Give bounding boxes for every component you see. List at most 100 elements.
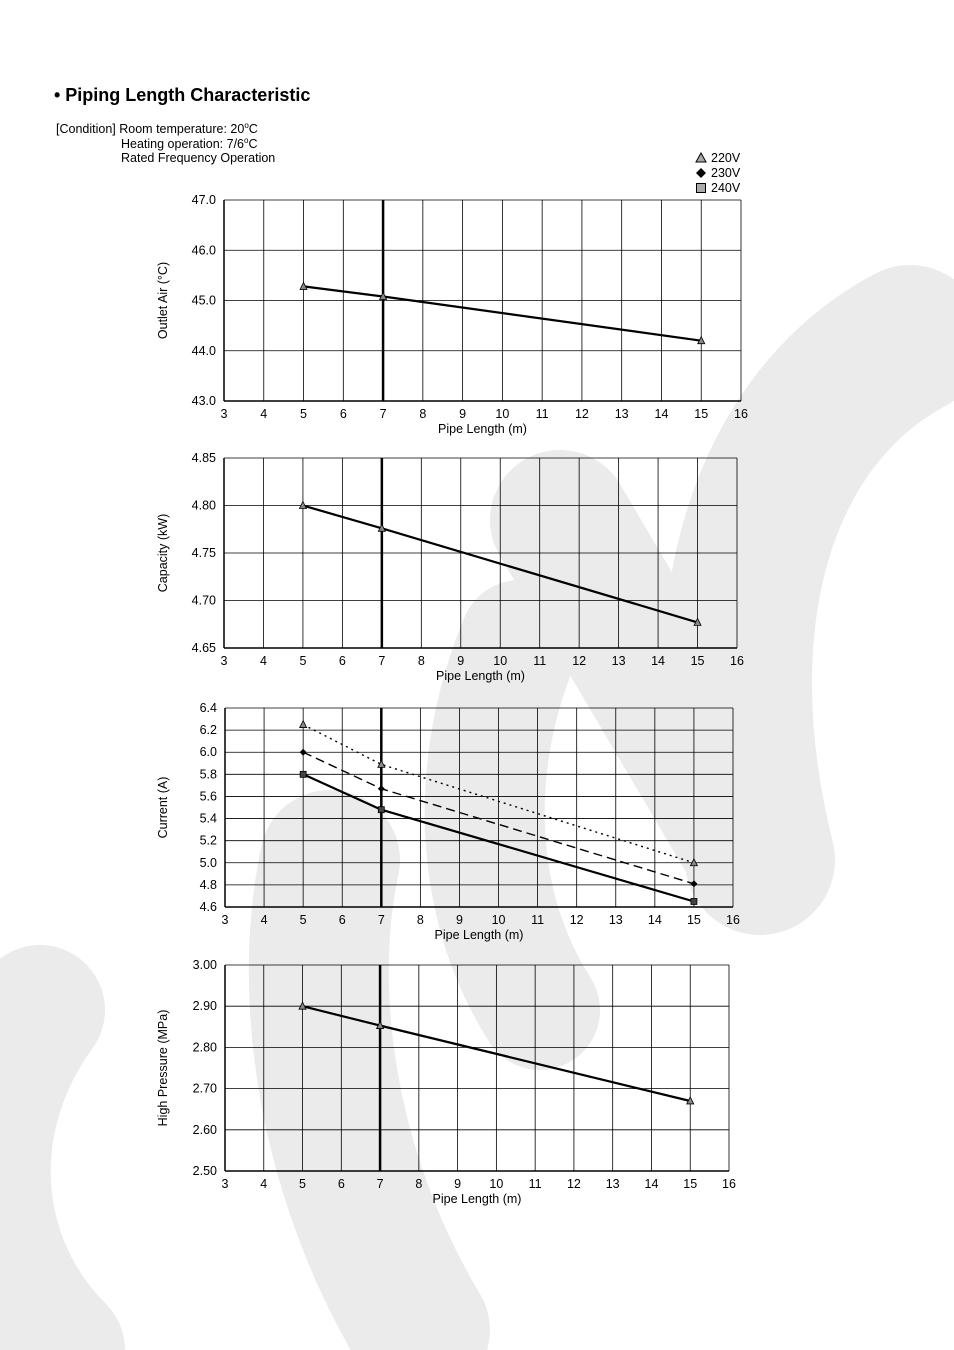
degree-unit: C [248,122,258,137]
x-tick-label: 11 [529,1177,542,1191]
y-tick-label: 43.0 [192,394,216,408]
y-tick-label: 4.80 [192,499,216,513]
legend-label: 220V [711,150,741,165]
x-tick-label: 11 [531,913,544,927]
x-tick-label: 9 [456,913,463,927]
x-tick-label: 7 [378,913,385,927]
x-tick-label: 6 [339,913,346,927]
y-tick-label: 4.85 [192,451,216,465]
x-tick-label: 11 [536,407,549,421]
x-tick-label: 10 [495,407,509,421]
legend-item-230v: 230V [694,165,740,180]
y-tick-label: 4.70 [192,594,216,608]
x-tick-label: 16 [730,654,744,668]
condition-line-3: Rated Frequency Operation [121,151,275,165]
x-tick-label: 4 [261,913,268,927]
y-axis-label: High Pressure (MPa) [156,1010,170,1127]
y-tick-label: 4.8 [200,878,217,892]
x-tick-label: 8 [419,407,426,421]
condition-room-temperature: Room temperature: 20 [119,122,245,137]
data-point-triangle [377,523,386,532]
x-tick-label: 7 [377,1177,384,1191]
x-tick-label: 12 [575,407,589,421]
x-tick-label: 13 [606,1177,620,1191]
data-point-triangle [689,857,699,867]
y-tick-label: 4.75 [192,546,216,560]
y-tick-label: 44.0 [192,344,216,358]
watermark-stroke-center [424,580,600,1070]
y-axis-label: Outlet Air (°C) [156,262,170,339]
y-tick-label: 2.70 [193,1082,217,1096]
chart-capacity: 3 4 5 6 7 8 9 10 11 12 13 14 15 16 4.65 4.70 4.75 4.80 4.8… [156,451,744,683]
data-point-triangle [693,617,702,626]
x-tick-label: 15 [694,407,708,421]
data-point-square [299,770,307,778]
y-tick-label: 5.2 [200,834,217,848]
x-tick-label: 15 [691,654,705,668]
x-tick-label: 8 [415,1177,422,1191]
y-tick-label: 6.2 [200,723,217,737]
data-point-square [377,806,385,814]
x-tick-label: 15 [683,1177,697,1191]
chart-current: 3 4 5 6 7 8 9 10 11 12 13 14 15 16 4.6 4.8 5.0 5.2 5.4 5.6 5… [156,701,740,942]
data-point-triangle [299,281,308,290]
x-tick-label: 4 [260,1177,267,1191]
x-tick-label: 10 [489,1177,503,1191]
y-tick-label: 6.4 [200,701,217,715]
x-tick-label: 6 [338,1177,345,1191]
x-tick-label: 6 [339,654,346,668]
chart-high-pressure: 3 4 5 6 7 8 9 10 11 12 13 14 15 16 2.50 2.60 2.70 2.80 2.9… [156,958,736,1206]
x-tick-label: 4 [260,654,267,668]
x-tick-label: 3 [221,654,228,668]
watermark-arc-lower [248,790,490,1350]
legend-item-240v: 240V [694,180,740,195]
condition-label: [Condition] [56,122,116,137]
y-tick-label: 4.65 [192,641,216,655]
y-tick-label: 2.80 [193,1040,217,1054]
degree-unit: C [248,137,258,152]
x-tick-label: 9 [457,654,464,668]
x-tick-label: 9 [459,407,466,421]
diamond-marker-icon [696,167,706,178]
x-tick-label: 7 [380,407,387,421]
y-tick-label: 5.8 [200,767,217,781]
y-tick-label: 2.90 [193,999,217,1013]
x-axis-label: Pipe Length (m) [436,669,525,683]
legend-label: 230V [711,165,741,180]
data-point-triangle [298,1001,307,1010]
degree-mark: o [244,136,249,145]
watermark-stroke-diagonal [490,450,830,930]
x-tick-label: 10 [493,654,507,668]
x-tick-label: 11 [533,654,546,668]
data-point-diamond [299,748,307,756]
x-tick-label: 3 [222,1177,229,1191]
y-tick-label: 46.0 [192,243,216,257]
condition-heating-operation: Heating operation: 7/6 [121,137,245,152]
data-point-triangle [298,500,308,509]
x-tick-label: 3 [221,407,228,421]
x-tick-label: 10 [492,913,506,927]
x-tick-label: 8 [417,913,424,927]
x-tick-label: 14 [651,654,665,668]
x-tick-label: 15 [687,913,701,927]
x-tick-label: 14 [655,407,669,421]
x-tick-label: 13 [615,407,629,421]
y-tick-label: 5.0 [200,856,217,870]
x-tick-label: 12 [567,1177,581,1191]
series-line-220v [302,723,695,864]
y-tick-label: 2.50 [193,1164,217,1178]
x-tick-label: 9 [454,1177,461,1191]
x-tick-label: 16 [726,913,740,927]
condition-rated-frequency: Rated Frequency Operation [121,151,276,165]
x-tick-label: 16 [734,407,748,421]
x-tick-label: 5 [300,407,307,421]
data-point-triangle [375,1020,385,1029]
legend-item-220v: 220V [694,150,740,165]
legend: 220V 230V 240V [694,150,740,195]
x-tick-label: 16 [722,1177,736,1191]
data-point-triangle [697,335,706,345]
x-tick-label: 3 [222,913,229,927]
condition-line-2: Heating operation: 7/6oC [121,136,258,151]
x-tick-label: 5 [299,654,306,668]
